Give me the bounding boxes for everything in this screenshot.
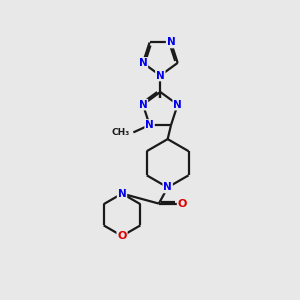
Text: CH₃: CH₃ (112, 128, 130, 137)
Text: N: N (145, 120, 154, 130)
Text: N: N (139, 58, 147, 68)
Text: N: N (167, 38, 176, 47)
Text: N: N (163, 182, 172, 192)
Text: N: N (156, 70, 165, 80)
Text: O: O (178, 199, 187, 208)
Text: N: N (173, 100, 182, 110)
Text: N: N (118, 189, 126, 199)
Text: O: O (117, 231, 127, 241)
Text: N: N (139, 100, 147, 110)
